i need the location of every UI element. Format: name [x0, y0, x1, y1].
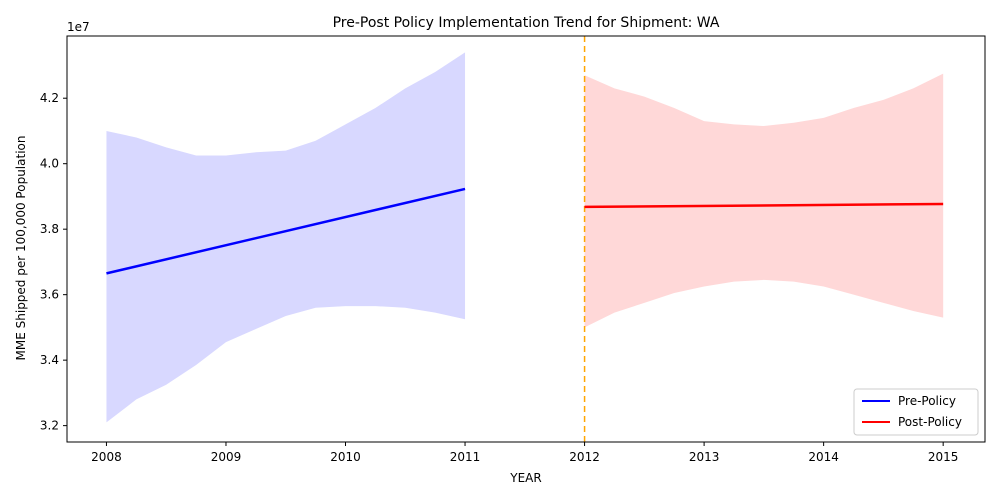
y-tick-label: 3.4 [40, 353, 59, 367]
confidence-band-1 [584, 73, 944, 328]
x-tick-label: 2011 [450, 450, 481, 464]
chart-title: Pre-Post Policy Implementation Trend for… [333, 15, 720, 31]
confidence-bands [106, 52, 944, 423]
y-axis-ticks: 3.2 3.4 3.6 3.8 4.0 4.2 [40, 91, 67, 433]
trend-line-0 [106, 187, 466, 275]
x-tick-label: 2010 [330, 450, 361, 464]
x-axis-label: YEAR [509, 471, 541, 485]
legend-label-0: Pre-Policy [898, 394, 956, 408]
x-tick-label: 2015 [928, 450, 959, 464]
legend-label-1: Post-Policy [898, 415, 962, 429]
trend-lines [106, 187, 944, 275]
confidence-band-0 [106, 52, 466, 423]
plot-frame [66, 35, 986, 443]
x-tick-label: 2013 [689, 450, 720, 464]
x-tick-label: 2014 [808, 450, 839, 464]
y-tick-label: 4.0 [40, 157, 59, 171]
x-tick-label: 2012 [569, 450, 600, 464]
y-axis-label: MME Shipped per 100,000 Population [14, 136, 28, 361]
trend-line-1 [584, 202, 944, 209]
y-tick-label: 3.6 [40, 288, 59, 302]
y-tick-label: 4.2 [40, 91, 59, 105]
y-tick-label: 3.2 [40, 419, 59, 433]
x-tick-label: 2009 [211, 450, 242, 464]
y-axis-offset-label: 1e7 [67, 20, 90, 34]
x-axis-ticks: 2008 2009 2010 2011 2012 2013 2014 2015 [91, 442, 958, 464]
y-tick-label: 3.8 [40, 222, 59, 236]
legend: Pre-Policy Post-Policy [853, 388, 979, 436]
x-tick-label: 2008 [91, 450, 122, 464]
